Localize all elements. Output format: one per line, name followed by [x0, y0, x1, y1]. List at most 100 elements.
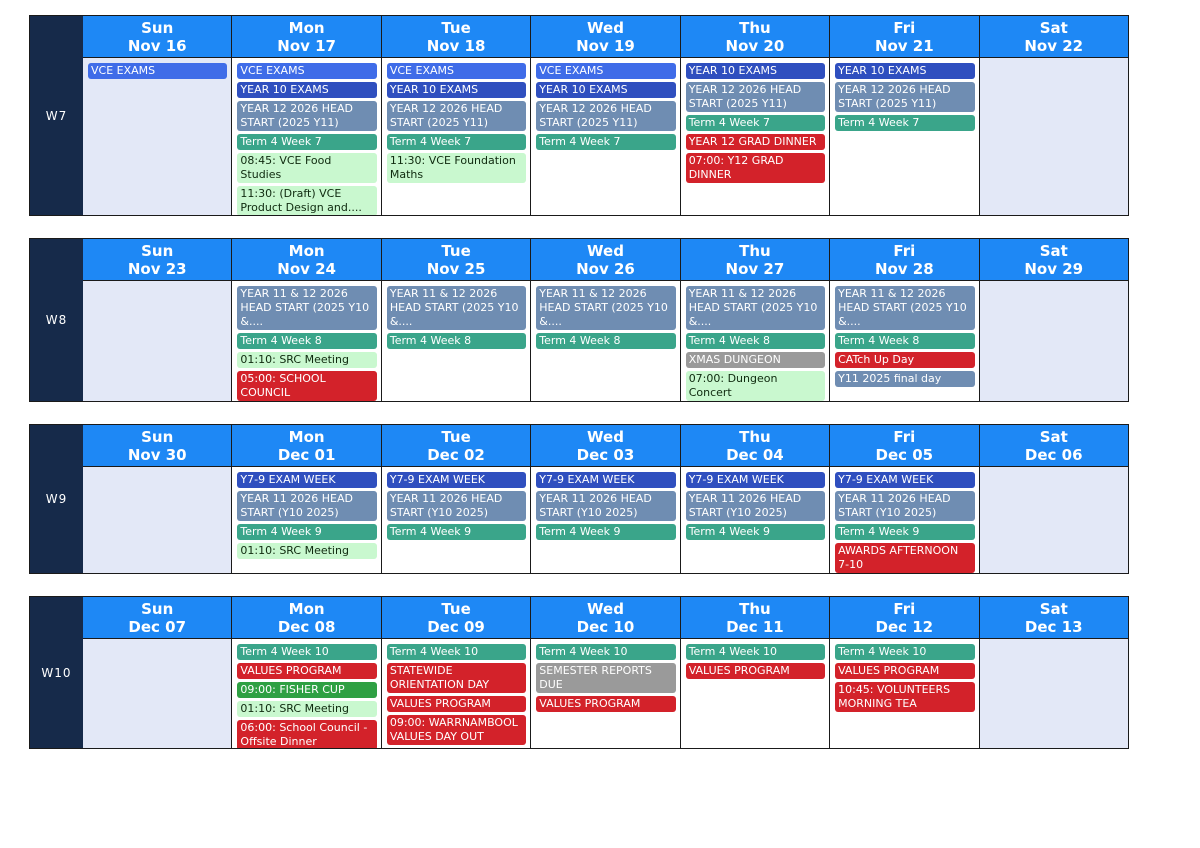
- day-header[interactable]: Tue Nov 18: [380, 16, 531, 58]
- event-item[interactable]: 08:45: VCE Food Studies: [237, 153, 377, 183]
- day-header[interactable]: Fri Nov 21: [829, 16, 979, 58]
- event-item[interactable]: Term 4 Week 10: [386, 644, 527, 660]
- event-item[interactable]: YEAR 11 2026 HEAD START (Y10 2025): [386, 491, 527, 521]
- day-cell[interactable]: VCE EXAMS YEAR 10 EXAMS YEAR 12 2026 HEAD …: [530, 58, 679, 215]
- event-item[interactable]: Term 4 Week 8: [835, 333, 975, 349]
- event-item[interactable]: VALUES PROGRAM: [386, 696, 527, 712]
- event-item[interactable]: AWARDS AFTERNOON 7-10: [835, 543, 975, 573]
- day-cell[interactable]: [83, 467, 232, 573]
- event-item[interactable]: VALUES PROGRAM: [835, 663, 975, 679]
- day-cell[interactable]: [978, 58, 1128, 215]
- day-header[interactable]: Mon Dec 01: [231, 425, 381, 467]
- event-item[interactable]: Term 4 Week 10: [685, 644, 826, 660]
- day-header[interactable]: Sun Nov 30: [83, 425, 232, 467]
- day-header[interactable]: Thu Dec 04: [679, 425, 830, 467]
- event-item[interactable]: YEAR 11 2026 HEAD START (Y10 2025): [685, 491, 826, 521]
- event-item[interactable]: 11:30: (Draft) VCE Product Design and...…: [237, 186, 377, 215]
- event-item[interactable]: 06:00: School Council - Offsite Dinner: [237, 720, 377, 748]
- day-cell[interactable]: VCE EXAMS YEAR 10 EXAMS YEAR 12 2026 HEAD …: [231, 58, 380, 215]
- event-item[interactable]: Term 4 Week 8: [386, 333, 527, 349]
- event-item[interactable]: 10:45: VOLUNTEERS MORNING TEA: [835, 682, 975, 712]
- event-item[interactable]: 11:30: VCE Foundation Maths: [386, 153, 527, 183]
- day-cell[interactable]: YEAR 10 EXAMS YEAR 12 2026 HEAD START (20…: [829, 58, 978, 215]
- day-header[interactable]: Fri Dec 12: [829, 597, 979, 639]
- day-cell[interactable]: Term 4 Week 10 VALUES PROGRAM: [679, 639, 829, 748]
- day-header[interactable]: Mon Nov 17: [231, 16, 381, 58]
- event-item[interactable]: Term 4 Week 9: [237, 524, 377, 540]
- day-header[interactable]: Fri Dec 05: [829, 425, 979, 467]
- day-cell[interactable]: [83, 281, 232, 401]
- day-header[interactable]: Sat Nov 22: [978, 16, 1128, 58]
- event-item[interactable]: YEAR 11 & 12 2026 HEAD START (2025 Y10 &…: [386, 286, 527, 330]
- event-item[interactable]: VCE EXAMS: [536, 63, 676, 79]
- event-item[interactable]: YEAR 11 & 12 2026 HEAD START (2025 Y10 &…: [685, 286, 826, 330]
- event-item[interactable]: Term 4 Week 9: [386, 524, 527, 540]
- event-item[interactable]: Term 4 Week 7: [835, 115, 975, 131]
- event-item[interactable]: 07:00: Y12 GRAD DINNER: [685, 153, 826, 183]
- event-item[interactable]: 07:00: Dungeon Concert: [685, 371, 826, 401]
- event-item[interactable]: Term 4 Week 9: [835, 524, 975, 540]
- day-cell[interactable]: Y7-9 EXAM WEEK YEAR 11 2026 HEAD START (Y…: [679, 467, 829, 573]
- event-item[interactable]: Y7-9 EXAM WEEK: [685, 472, 826, 488]
- day-header[interactable]: Sun Dec 07: [83, 597, 232, 639]
- event-item[interactable]: CATch Up Day: [835, 352, 975, 368]
- event-item[interactable]: Y7-9 EXAM WEEK: [386, 472, 527, 488]
- day-cell[interactable]: Y7-9 EXAM WEEK YEAR 11 2026 HEAD START (Y…: [829, 467, 978, 573]
- event-item[interactable]: YEAR 12 2026 HEAD START (2025 Y11): [536, 101, 676, 131]
- day-cell[interactable]: Y7-9 EXAM WEEK YEAR 11 2026 HEAD START (Y…: [530, 467, 679, 573]
- event-item[interactable]: Term 4 Week 8: [685, 333, 826, 349]
- event-item[interactable]: YEAR 12 2026 HEAD START (2025 Y11): [237, 101, 377, 131]
- event-item[interactable]: Term 4 Week 7: [237, 134, 377, 150]
- day-cell[interactable]: Term 4 Week 10 VALUES PROGRAM 10:45: VOLUN…: [829, 639, 978, 748]
- event-item[interactable]: YEAR 10 EXAMS: [237, 82, 377, 98]
- day-cell[interactable]: [978, 639, 1128, 748]
- day-cell[interactable]: Term 4 Week 10 SEMESTER REPORTS DUE VALUES…: [530, 639, 679, 748]
- day-header[interactable]: Fri Nov 28: [829, 239, 979, 281]
- day-header[interactable]: Tue Dec 09: [380, 597, 531, 639]
- day-header[interactable]: Wed Nov 19: [530, 16, 680, 58]
- day-header[interactable]: Tue Nov 25: [380, 239, 531, 281]
- event-item[interactable]: Term 4 Week 7: [685, 115, 826, 131]
- day-header[interactable]: Thu Nov 27: [679, 239, 830, 281]
- day-header[interactable]: Thu Dec 11: [679, 597, 830, 639]
- event-item[interactable]: 01:10: SRC Meeting: [237, 352, 377, 368]
- event-item[interactable]: Term 4 Week 7: [536, 134, 676, 150]
- event-item[interactable]: VCE EXAMS: [88, 63, 228, 79]
- day-cell[interactable]: YEAR 10 EXAMS YEAR 12 2026 HEAD START (20…: [679, 58, 829, 215]
- event-item[interactable]: Term 4 Week 8: [237, 333, 377, 349]
- event-item[interactable]: YEAR 12 2026 HEAD START (2025 Y11): [685, 82, 826, 112]
- day-cell[interactable]: [83, 639, 232, 748]
- day-cell[interactable]: Term 4 Week 10 STATEWIDE ORIENTATION DAY V…: [380, 639, 530, 748]
- day-cell[interactable]: Y7-9 EXAM WEEK YEAR 11 2026 HEAD START (Y…: [231, 467, 380, 573]
- event-item[interactable]: Y7-9 EXAM WEEK: [835, 472, 975, 488]
- event-item[interactable]: Y7-9 EXAM WEEK: [237, 472, 377, 488]
- event-item[interactable]: YEAR 12 GRAD DINNER: [685, 134, 826, 150]
- event-item[interactable]: YEAR 11 & 12 2026 HEAD START (2025 Y10 &…: [835, 286, 975, 330]
- event-item[interactable]: 01:10: SRC Meeting: [237, 543, 377, 559]
- event-item[interactable]: YEAR 11 & 12 2026 HEAD START (2025 Y10 &…: [237, 286, 377, 330]
- event-item[interactable]: YEAR 12 2026 HEAD START (2025 Y11): [386, 101, 527, 131]
- event-item[interactable]: VALUES PROGRAM: [685, 663, 826, 679]
- event-item[interactable]: XMAS DUNGEON: [685, 352, 826, 368]
- day-header[interactable]: Mon Dec 08: [231, 597, 381, 639]
- day-cell[interactable]: Y7-9 EXAM WEEK YEAR 11 2026 HEAD START (Y…: [380, 467, 530, 573]
- day-header[interactable]: Thu Nov 20: [679, 16, 830, 58]
- day-cell[interactable]: [978, 467, 1128, 573]
- day-cell[interactable]: YEAR 11 & 12 2026 HEAD START (2025 Y10 &…: [530, 281, 679, 401]
- day-header[interactable]: Sun Nov 23: [83, 239, 232, 281]
- event-item[interactable]: VALUES PROGRAM: [536, 696, 676, 712]
- event-item[interactable]: Term 4 Week 7: [386, 134, 527, 150]
- event-item[interactable]: 05:00: SCHOOL COUNCIL: [237, 371, 377, 401]
- day-cell[interactable]: [978, 281, 1128, 401]
- day-cell[interactable]: YEAR 11 & 12 2026 HEAD START (2025 Y10 &…: [380, 281, 530, 401]
- day-cell[interactable]: VCE EXAMS: [83, 58, 232, 215]
- event-item[interactable]: YEAR 11 2026 HEAD START (Y10 2025): [536, 491, 676, 521]
- event-item[interactable]: YEAR 12 2026 HEAD START (2025 Y11): [835, 82, 975, 112]
- event-item[interactable]: YEAR 10 EXAMS: [386, 82, 527, 98]
- day-cell[interactable]: YEAR 11 & 12 2026 HEAD START (2025 Y10 &…: [829, 281, 978, 401]
- event-item[interactable]: Term 4 Week 10: [536, 644, 676, 660]
- event-item[interactable]: 09:00: FISHER CUP: [237, 682, 377, 698]
- day-header[interactable]: Wed Nov 26: [530, 239, 680, 281]
- day-cell[interactable]: YEAR 11 & 12 2026 HEAD START (2025 Y10 &…: [231, 281, 380, 401]
- event-item[interactable]: YEAR 11 2026 HEAD START (Y10 2025): [835, 491, 975, 521]
